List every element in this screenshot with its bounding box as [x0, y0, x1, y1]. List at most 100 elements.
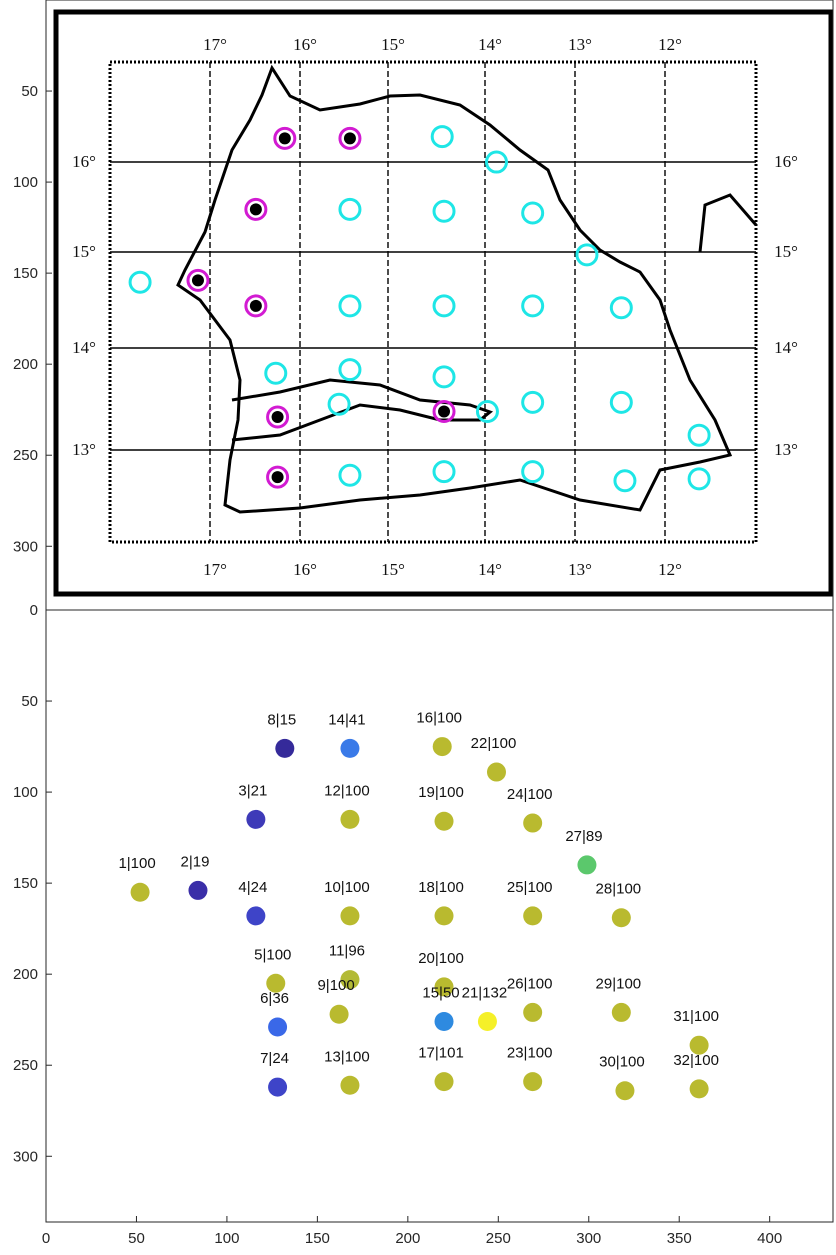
scatter-y-tick-label: 50 — [21, 693, 38, 710]
map-lon-bottom-label: 13° — [568, 560, 592, 579]
scatter-point-label: 7|24 — [260, 1050, 289, 1067]
map-lat-right-label: 16° — [774, 152, 798, 171]
scatter-point — [434, 811, 454, 831]
map-cyan-circle — [128, 270, 152, 294]
map-cyan-circle — [327, 392, 351, 416]
scatter-point — [340, 906, 360, 926]
scatter-point — [689, 1079, 709, 1099]
scatter-point — [434, 1012, 454, 1032]
scatter-point — [434, 1072, 454, 1092]
map-cyan-circle — [338, 197, 362, 221]
map-cyan-circle — [432, 294, 456, 318]
map-station-dot — [278, 132, 291, 145]
scatter-axes-frame — [45, 609, 834, 1223]
scatter-point — [434, 977, 454, 997]
map-scan-border — [53, 9, 834, 597]
scatter-point — [523, 1072, 543, 1092]
scatter-point-label: 17|101 — [418, 1045, 464, 1062]
scatter-point — [434, 906, 454, 926]
map-lon-bottom-label: 14° — [478, 560, 502, 579]
scatter-point-label: 21|132 — [462, 985, 508, 1002]
scatter-point-label: 1|100 — [118, 855, 155, 872]
map-cyan-circle — [264, 361, 288, 385]
scatter-x-tick-label: 300 — [576, 1230, 601, 1247]
scatter-point-labels: 1|100 2|19 3|21 4|24 5|100 6|36 7|24 8|15 9|100 1… — [118, 710, 718, 1071]
scatter-point — [523, 813, 543, 833]
map-lon-top-label: 15° — [381, 35, 405, 54]
map-lon-top-label: 12° — [658, 35, 682, 54]
map-lon-top-label: 14° — [478, 35, 502, 54]
map-magenta-circle — [266, 405, 290, 429]
map-country-outline — [176, 64, 733, 514]
map-station-dot — [249, 299, 262, 312]
scatter-point — [432, 737, 452, 757]
map-station-dot — [438, 405, 451, 418]
scatter-point — [275, 738, 295, 758]
map-cyan-circle — [475, 400, 499, 424]
map-magenta-circle — [338, 126, 362, 150]
scatter-points — [130, 737, 709, 1101]
map-cyan-circle — [521, 201, 545, 225]
scatter-x-tick-label: 150 — [305, 1230, 330, 1247]
scatter-point-label: 15|50 — [422, 985, 459, 1002]
scatter-point — [130, 882, 150, 902]
map-cyan-circle — [609, 296, 633, 320]
map-cyan-circle — [609, 390, 633, 414]
map-y-tick-label: 100 — [13, 174, 38, 191]
scatter-point — [329, 1004, 349, 1024]
scatter-point-label: 22|100 — [471, 735, 517, 752]
scatter-point-label: 19|100 — [418, 784, 464, 801]
scatter-panel: 50 100 150 200 250 300 0 0 50 100 150 200 250 300 350… — [13, 602, 834, 1247]
map-cyan-circle — [338, 294, 362, 318]
scatter-x-tick-label: 200 — [395, 1230, 420, 1247]
scatter-point-label: 30|100 — [599, 1054, 645, 1071]
scatter-point-label: 8|15 — [267, 711, 296, 728]
map-lon-bottom-label: 17° — [203, 560, 227, 579]
map-station-dot — [249, 203, 262, 216]
map-lon-top-label: 17° — [203, 35, 227, 54]
scatter-point — [340, 738, 360, 758]
scatter-point-label: 29|100 — [596, 975, 642, 992]
scatter-point — [340, 809, 360, 829]
map-magenta-circle — [432, 400, 456, 424]
scatter-x-tick-label: 350 — [667, 1230, 692, 1247]
scatter-x-ticks: 0 50 100 150 200 250 300 350 400 — [42, 1216, 782, 1247]
map-cyan-circle — [338, 463, 362, 487]
map-lat-right-label: 13° — [774, 440, 798, 459]
map-station-dot — [343, 132, 356, 145]
scatter-point — [611, 908, 631, 928]
map-y-ticks: 50 100 150 200 250 300 — [13, 83, 52, 555]
scatter-y-ticks: 50 100 150 200 250 300 0 — [13, 602, 52, 1165]
map-gambia-outline — [231, 378, 494, 442]
scatter-point-label: 13|100 — [324, 1048, 370, 1065]
scatter-point-label: 28|100 — [596, 881, 642, 898]
map-cyan-circle — [575, 243, 599, 267]
map-magenta-circle — [186, 268, 210, 292]
scatter-x-tick-label: 400 — [757, 1230, 782, 1247]
map-axes-frame — [45, 0, 834, 611]
map-cyan-circle — [521, 460, 545, 484]
map-cyan-circle — [521, 294, 545, 318]
map-lon-top-label: 13° — [568, 35, 592, 54]
scatter-point-label: 24|100 — [507, 786, 553, 803]
scatter-point-label: 27|89 — [565, 828, 602, 845]
map-cyan-circle — [521, 390, 545, 414]
scatter-y-tick-label: 100 — [13, 784, 38, 801]
map-panel: 17° 16° 15° 14° 13° 12° 17° 16° 15° 14° 13° 12° 16° 1… — [13, 0, 834, 611]
scatter-point — [615, 1081, 635, 1101]
scatter-point — [611, 1002, 631, 1022]
scatter-point-label: 31|100 — [673, 1008, 719, 1025]
map-y-tick-label: 250 — [13, 447, 38, 464]
scatter-y-tick-label: 200 — [13, 966, 38, 983]
scatter-x-tick-label: 100 — [214, 1230, 239, 1247]
map-lat-left-label: 16° — [72, 152, 96, 171]
map-y-tick-label: 200 — [13, 356, 38, 373]
scatter-point-label: 3|21 — [238, 782, 267, 799]
scatter-y-tick-label: 0 — [30, 602, 38, 619]
scatter-point-label: 20|100 — [418, 950, 464, 967]
map-station-dot — [191, 274, 204, 287]
map-station-dot — [271, 410, 284, 423]
map-lat-left-label: 13° — [72, 440, 96, 459]
map-lon-bottom-label: 12° — [658, 560, 682, 579]
scatter-point — [340, 970, 360, 990]
